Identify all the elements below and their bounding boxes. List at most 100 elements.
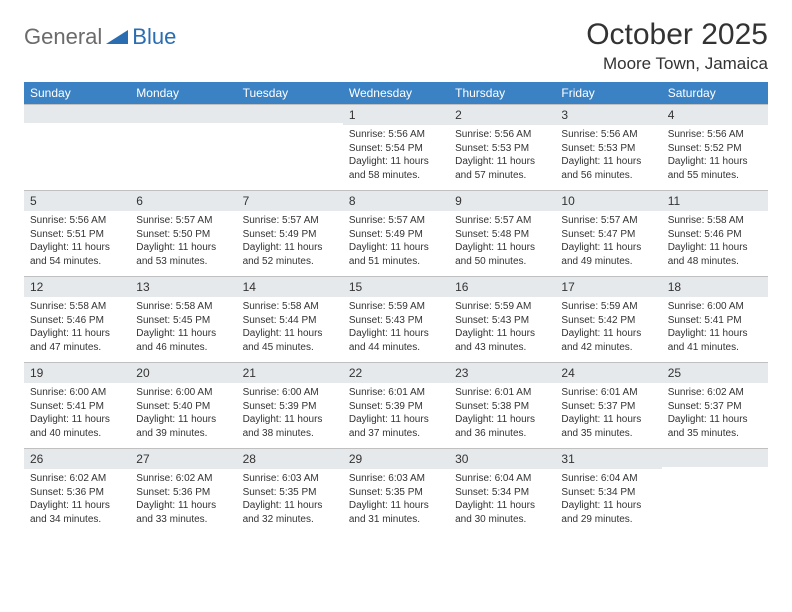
sunset-text: Sunset: 5:37 PM xyxy=(668,400,762,414)
sunset-text: Sunset: 5:53 PM xyxy=(455,142,549,156)
day-body: Sunrise: 6:01 AMSunset: 5:37 PMDaylight:… xyxy=(555,383,661,446)
day-cell: 26Sunrise: 6:02 AMSunset: 5:36 PMDayligh… xyxy=(24,449,130,535)
day-body: Sunrise: 6:04 AMSunset: 5:34 PMDaylight:… xyxy=(449,469,555,532)
day-body: Sunrise: 5:58 AMSunset: 5:46 PMDaylight:… xyxy=(662,211,768,274)
day-cell xyxy=(130,105,236,191)
day-body: Sunrise: 5:59 AMSunset: 5:42 PMDaylight:… xyxy=(555,297,661,360)
week-row: 26Sunrise: 6:02 AMSunset: 5:36 PMDayligh… xyxy=(24,449,768,535)
sunset-text: Sunset: 5:46 PM xyxy=(668,228,762,242)
header: General Blue October 2025 Moore Town, Ja… xyxy=(24,18,768,74)
daylight-text: Daylight: 11 hours and 35 minutes. xyxy=(561,413,655,440)
daylight-text: Daylight: 11 hours and 41 minutes. xyxy=(668,327,762,354)
sunset-text: Sunset: 5:37 PM xyxy=(561,400,655,414)
day-body: Sunrise: 5:56 AMSunset: 5:51 PMDaylight:… xyxy=(24,211,130,274)
sunrise-text: Sunrise: 5:57 AM xyxy=(561,214,655,228)
day-body: Sunrise: 6:02 AMSunset: 5:36 PMDaylight:… xyxy=(24,469,130,532)
sunset-text: Sunset: 5:43 PM xyxy=(455,314,549,328)
day-cell: 1Sunrise: 5:56 AMSunset: 5:54 PMDaylight… xyxy=(343,105,449,191)
day-header: Sunday xyxy=(24,82,130,105)
day-body: Sunrise: 6:03 AMSunset: 5:35 PMDaylight:… xyxy=(343,469,449,532)
sunset-text: Sunset: 5:48 PM xyxy=(455,228,549,242)
sunset-text: Sunset: 5:49 PM xyxy=(349,228,443,242)
daylight-text: Daylight: 11 hours and 30 minutes. xyxy=(455,499,549,526)
day-number: 20 xyxy=(130,363,236,383)
day-number: 3 xyxy=(555,105,661,125)
sunrise-text: Sunrise: 5:57 AM xyxy=(243,214,337,228)
day-cell: 12Sunrise: 5:58 AMSunset: 5:46 PMDayligh… xyxy=(24,277,130,363)
day-number: 11 xyxy=(662,191,768,211)
day-body: Sunrise: 5:57 AMSunset: 5:50 PMDaylight:… xyxy=(130,211,236,274)
daylight-text: Daylight: 11 hours and 32 minutes. xyxy=(243,499,337,526)
daylight-text: Daylight: 11 hours and 55 minutes. xyxy=(668,155,762,182)
day-body xyxy=(662,467,768,476)
sunset-text: Sunset: 5:38 PM xyxy=(455,400,549,414)
day-number: 22 xyxy=(343,363,449,383)
sunset-text: Sunset: 5:42 PM xyxy=(561,314,655,328)
sunrise-text: Sunrise: 6:02 AM xyxy=(136,472,230,486)
month-title: October 2025 xyxy=(586,18,768,52)
sunset-text: Sunset: 5:41 PM xyxy=(30,400,124,414)
sunset-text: Sunset: 5:52 PM xyxy=(668,142,762,156)
day-cell: 6Sunrise: 5:57 AMSunset: 5:50 PMDaylight… xyxy=(130,191,236,277)
sunrise-text: Sunrise: 5:56 AM xyxy=(455,128,549,142)
day-number: 5 xyxy=(24,191,130,211)
sunset-text: Sunset: 5:39 PM xyxy=(243,400,337,414)
day-body: Sunrise: 6:01 AMSunset: 5:38 PMDaylight:… xyxy=(449,383,555,446)
day-body: Sunrise: 6:00 AMSunset: 5:40 PMDaylight:… xyxy=(130,383,236,446)
day-number: 27 xyxy=(130,449,236,469)
day-cell: 22Sunrise: 6:01 AMSunset: 5:39 PMDayligh… xyxy=(343,363,449,449)
day-number: 13 xyxy=(130,277,236,297)
day-body: Sunrise: 6:00 AMSunset: 5:41 PMDaylight:… xyxy=(662,297,768,360)
day-header-row: Sunday Monday Tuesday Wednesday Thursday… xyxy=(24,82,768,105)
day-header: Tuesday xyxy=(237,82,343,105)
day-cell: 7Sunrise: 5:57 AMSunset: 5:49 PMDaylight… xyxy=(237,191,343,277)
daylight-text: Daylight: 11 hours and 31 minutes. xyxy=(349,499,443,526)
sunrise-text: Sunrise: 6:00 AM xyxy=(30,386,124,400)
day-body: Sunrise: 6:01 AMSunset: 5:39 PMDaylight:… xyxy=(343,383,449,446)
sunrise-text: Sunrise: 5:58 AM xyxy=(136,300,230,314)
day-body: Sunrise: 5:57 AMSunset: 5:48 PMDaylight:… xyxy=(449,211,555,274)
day-number: 21 xyxy=(237,363,343,383)
day-number xyxy=(237,105,343,123)
daylight-text: Daylight: 11 hours and 34 minutes. xyxy=(30,499,124,526)
day-number: 9 xyxy=(449,191,555,211)
day-cell: 5Sunrise: 5:56 AMSunset: 5:51 PMDaylight… xyxy=(24,191,130,277)
sunrise-text: Sunrise: 6:02 AM xyxy=(30,472,124,486)
sunrise-text: Sunrise: 5:58 AM xyxy=(668,214,762,228)
week-row: 12Sunrise: 5:58 AMSunset: 5:46 PMDayligh… xyxy=(24,277,768,363)
logo: General Blue xyxy=(24,24,176,50)
day-cell: 15Sunrise: 5:59 AMSunset: 5:43 PMDayligh… xyxy=(343,277,449,363)
day-cell: 28Sunrise: 6:03 AMSunset: 5:35 PMDayligh… xyxy=(237,449,343,535)
day-cell: 3Sunrise: 5:56 AMSunset: 5:53 PMDaylight… xyxy=(555,105,661,191)
sunrise-text: Sunrise: 6:01 AM xyxy=(561,386,655,400)
day-body: Sunrise: 5:56 AMSunset: 5:53 PMDaylight:… xyxy=(449,125,555,188)
calendar-table: Sunday Monday Tuesday Wednesday Thursday… xyxy=(24,82,768,535)
day-header: Saturday xyxy=(662,82,768,105)
day-number: 7 xyxy=(237,191,343,211)
day-body: Sunrise: 5:57 AMSunset: 5:47 PMDaylight:… xyxy=(555,211,661,274)
day-cell: 27Sunrise: 6:02 AMSunset: 5:36 PMDayligh… xyxy=(130,449,236,535)
sunrise-text: Sunrise: 5:57 AM xyxy=(136,214,230,228)
day-cell: 17Sunrise: 5:59 AMSunset: 5:42 PMDayligh… xyxy=(555,277,661,363)
sunset-text: Sunset: 5:41 PM xyxy=(668,314,762,328)
day-header: Friday xyxy=(555,82,661,105)
sunset-text: Sunset: 5:34 PM xyxy=(561,486,655,500)
day-number: 10 xyxy=(555,191,661,211)
daylight-text: Daylight: 11 hours and 56 minutes. xyxy=(561,155,655,182)
day-cell: 20Sunrise: 6:00 AMSunset: 5:40 PMDayligh… xyxy=(130,363,236,449)
day-header: Wednesday xyxy=(343,82,449,105)
day-cell: 29Sunrise: 6:03 AMSunset: 5:35 PMDayligh… xyxy=(343,449,449,535)
daylight-text: Daylight: 11 hours and 38 minutes. xyxy=(243,413,337,440)
day-cell: 31Sunrise: 6:04 AMSunset: 5:34 PMDayligh… xyxy=(555,449,661,535)
sunrise-text: Sunrise: 5:56 AM xyxy=(668,128,762,142)
day-cell: 2Sunrise: 5:56 AMSunset: 5:53 PMDaylight… xyxy=(449,105,555,191)
daylight-text: Daylight: 11 hours and 40 minutes. xyxy=(30,413,124,440)
sunset-text: Sunset: 5:34 PM xyxy=(455,486,549,500)
sunset-text: Sunset: 5:35 PM xyxy=(243,486,337,500)
sunrise-text: Sunrise: 5:59 AM xyxy=(349,300,443,314)
day-body: Sunrise: 5:56 AMSunset: 5:52 PMDaylight:… xyxy=(662,125,768,188)
day-number: 1 xyxy=(343,105,449,125)
day-number: 16 xyxy=(449,277,555,297)
sunset-text: Sunset: 5:46 PM xyxy=(30,314,124,328)
logo-text-general: General xyxy=(24,24,102,50)
